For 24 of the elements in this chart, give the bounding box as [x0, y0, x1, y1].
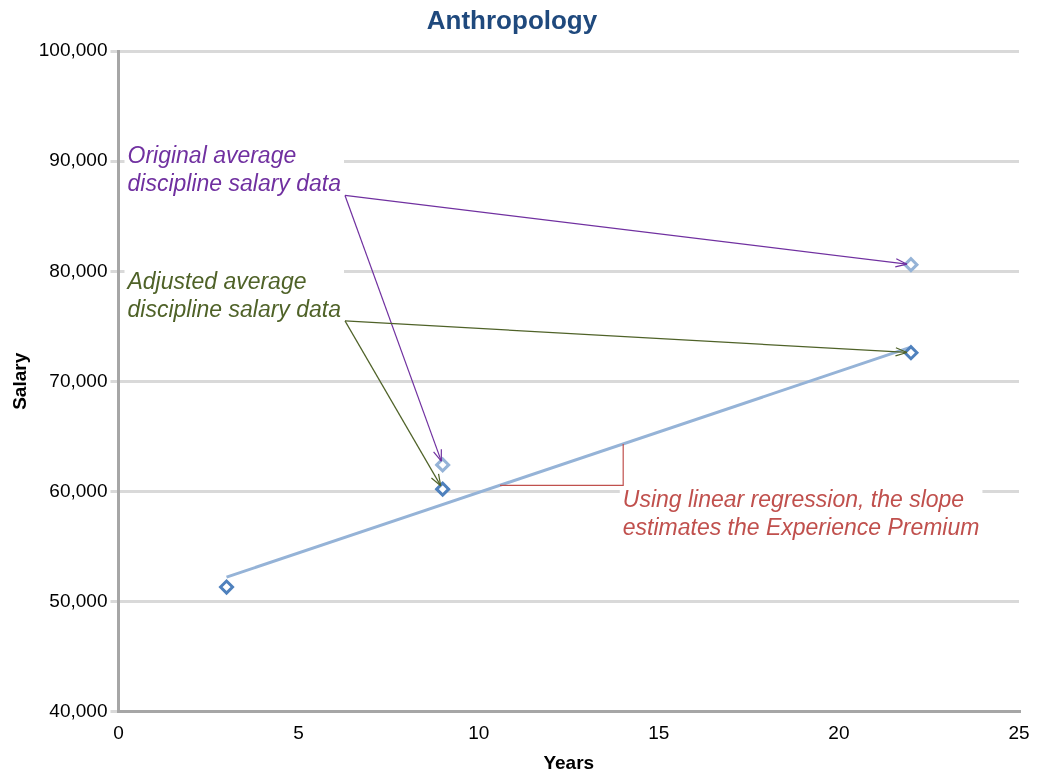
chart-title: Anthropology	[426, 4, 598, 35]
x-tick-label: 20	[828, 722, 850, 744]
y-tick-label: 40,000	[49, 699, 108, 721]
annotation: Using linear regression, the slope estimates the Experience Premium	[622, 485, 980, 540]
x-tick-label: 0	[113, 722, 124, 744]
x-axis-title: Years	[543, 751, 595, 773]
x-tick-label: 15	[648, 722, 670, 744]
x-tick-label: 10	[468, 722, 490, 744]
y-tick-label: 70,000	[49, 369, 108, 391]
point	[435, 457, 451, 473]
y-tick-label: 60,000	[49, 479, 108, 501]
x-tick-label: 5	[293, 722, 304, 744]
annotation: Original average discipline salary data	[127, 142, 341, 197]
y-tick-label: 80,000	[49, 259, 108, 281]
x-tick-label: 25	[1008, 722, 1030, 744]
y-tick-label: 100,000	[38, 39, 108, 61]
point	[219, 579, 235, 595]
y-tick-label: 50,000	[49, 589, 108, 611]
point	[435, 481, 451, 497]
point	[903, 257, 919, 273]
point	[903, 345, 919, 361]
y-tick-label: 90,000	[49, 149, 108, 171]
annotation: Adjusted average discipline salary data	[125, 267, 341, 322]
y-axis-title: Salary	[8, 352, 30, 410]
